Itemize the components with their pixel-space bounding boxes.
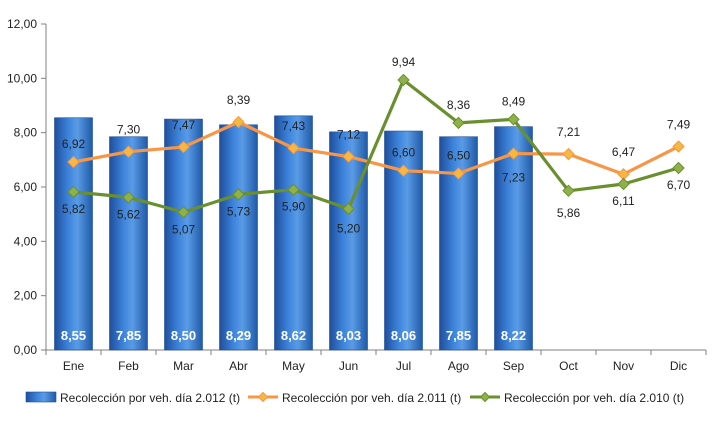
y-tick-label: 4,00 <box>14 234 38 248</box>
x-tick-label: Oct <box>559 359 578 373</box>
point-value-label: 5,82 <box>62 202 86 216</box>
series-point <box>287 141 300 155</box>
x-tick-label: Ene <box>63 359 85 373</box>
bar <box>219 124 258 351</box>
point-value-label: 7,21 <box>557 125 581 139</box>
data-labels: 8,55 7,85 8,50 8,29 8,62 8,03 8,06 7,85 8,22 6,92… <box>61 55 691 343</box>
bar-value-label: 7,85 <box>116 328 141 343</box>
y-tick-label: 0,00 <box>14 343 38 357</box>
x-tick-label: Mar <box>173 359 194 373</box>
axes: 0,00 2,00 4,00 6,00 8,00 10,00 12,00 Ene Feb Mar A… <box>7 17 707 373</box>
point-value-label: 6,60 <box>392 146 416 160</box>
point-value-label: 8,39 <box>227 93 251 107</box>
point-value-label: 5,73 <box>227 204 251 218</box>
series-point <box>122 145 135 158</box>
bar <box>109 136 148 351</box>
series-point <box>507 113 520 126</box>
bar <box>54 117 93 351</box>
y-tick-label: 10,00 <box>7 71 37 85</box>
bar-value-label: 8,55 <box>61 328 86 343</box>
point-value-label: 6,50 <box>447 148 471 162</box>
bar-value-label: 8,50 <box>171 328 196 343</box>
series-point <box>67 185 80 199</box>
point-value-label: 7,43 <box>282 119 306 133</box>
series-point <box>397 164 410 177</box>
point-value-label: 7,23 <box>502 171 526 185</box>
point-value-label: 7,47 <box>172 118 196 132</box>
legend: Recolección por veh. día 2.012 (t) Recole… <box>25 391 684 405</box>
point-value-label: 5,20 <box>337 222 361 236</box>
point-value-label: 6,92 <box>62 137 86 151</box>
point-value-label: 6,11 <box>612 194 635 208</box>
legend-swatch-marker <box>257 391 269 403</box>
legend-label: Recolección por veh. día 2.012 (t) <box>60 391 240 405</box>
point-value-label: 5,90 <box>282 200 306 214</box>
series-point <box>122 191 135 204</box>
series-point <box>507 147 520 160</box>
bar-value-label: 8,22 <box>501 328 526 343</box>
series-point <box>342 202 355 215</box>
legend-swatch-marker <box>479 391 491 403</box>
series-point <box>397 73 410 87</box>
point-value-label: 9,94 <box>392 55 416 69</box>
y-tick-label: 8,00 <box>14 126 38 140</box>
bar <box>384 130 423 351</box>
x-tick-label: Feb <box>118 359 139 373</box>
x-tick-label: Jun <box>339 359 358 373</box>
line-series <box>67 73 685 219</box>
point-value-label: 5,07 <box>172 222 196 236</box>
legend-swatch-bar <box>25 391 57 403</box>
series-line <box>73 78 679 214</box>
point-value-label: 8,49 <box>502 94 526 108</box>
y-tick-label: 12,00 <box>7 17 37 31</box>
point-value-label: 5,86 <box>557 206 581 220</box>
series-point <box>67 155 80 169</box>
bar-value-label: 8,62 <box>281 328 306 343</box>
series-point <box>232 188 245 201</box>
series-point <box>672 140 685 153</box>
series-point <box>342 150 355 163</box>
x-tick-label: Jul <box>396 359 411 373</box>
bar-value-label: 8,29 <box>226 328 251 343</box>
series-line <box>73 120 680 176</box>
legend-label: Recolección por veh. día 2.010 (t) <box>504 391 684 405</box>
series-point <box>562 147 575 161</box>
series-point <box>617 177 630 191</box>
legend-label: Recolección por veh. día 2.011 (t) <box>282 391 461 405</box>
point-value-label: 5,62 <box>117 207 141 221</box>
point-value-label: 7,12 <box>337 128 361 142</box>
bar <box>274 115 313 351</box>
y-tick-label: 2,00 <box>14 289 38 303</box>
series-point <box>452 116 465 130</box>
bar <box>329 131 368 351</box>
x-tick-label: Abr <box>229 359 248 373</box>
point-value-label: 7,30 <box>117 123 141 137</box>
bar-value-label: 7,85 <box>446 328 471 343</box>
x-tick-label: Nov <box>613 359 634 373</box>
point-value-label: 7,49 <box>667 118 691 132</box>
point-value-label: 6,70 <box>667 178 691 192</box>
x-tick-label: Sep <box>503 359 525 373</box>
series-point <box>452 167 465 180</box>
series-point <box>287 183 300 196</box>
x-tick-label: Dic <box>670 359 687 373</box>
series-point <box>232 115 245 129</box>
point-value-label: 6,47 <box>612 145 636 159</box>
bar-value-label: 8,06 <box>391 328 416 343</box>
series-point <box>562 184 575 198</box>
bar <box>494 126 533 351</box>
y-tick-label: 6,00 <box>14 180 38 194</box>
series-point <box>177 206 190 219</box>
point-value-label: 8,36 <box>447 98 471 112</box>
x-tick-label: Ago <box>448 359 470 373</box>
series-point <box>177 140 190 154</box>
series-point <box>672 161 685 175</box>
bar <box>164 118 203 351</box>
bar-value-label: 8,03 <box>336 328 361 343</box>
x-tick-label: May <box>282 359 305 373</box>
